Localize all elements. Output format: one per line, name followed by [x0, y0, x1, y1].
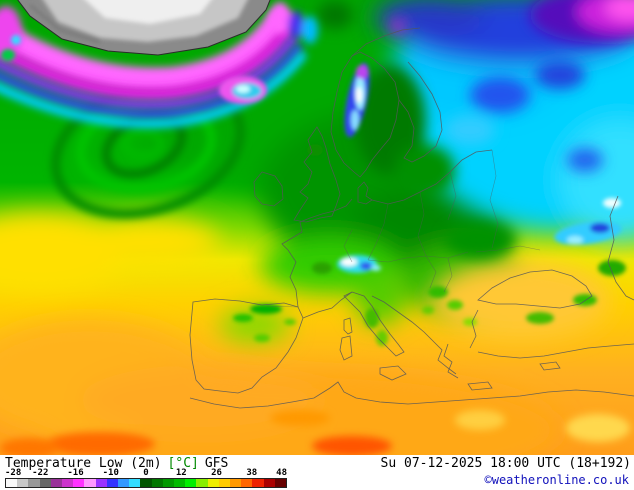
scale-segment	[39, 479, 51, 487]
scale-tick-label: -28	[5, 468, 22, 478]
scale-segment	[50, 479, 63, 487]
scale-tick-label: 26	[211, 468, 222, 478]
scale-segment	[241, 479, 253, 487]
norway-mountain-cold	[344, 62, 370, 138]
scale-labels: -28 -22 -16 -10 0 12 26 38 48	[5, 469, 287, 478]
legend-bar: Temperature Low (2m) [°C] GFS Su 07-12-202…	[0, 455, 634, 490]
copyright: ©weatheronline.co.uk	[484, 473, 630, 487]
scale-tick-label: 48	[276, 468, 287, 478]
scale-tick-label: -10	[102, 468, 119, 478]
scale-segment	[174, 479, 186, 487]
scale-segment	[274, 479, 287, 487]
europe-temperature-map-svg	[0, 0, 634, 455]
scale-segment	[118, 479, 130, 487]
hot-spots	[0, 410, 630, 455]
iceland-cold-spot	[219, 76, 267, 104]
green-mountain-patches	[233, 144, 626, 346]
unit-label: [°C]	[167, 456, 199, 471]
scale-tick-label: -16	[67, 468, 84, 478]
greenland-cold-fringe	[0, 9, 307, 129]
scale-segment	[129, 479, 141, 487]
scale-tick-label: 38	[246, 468, 258, 478]
scale-tick-label: 0	[143, 468, 149, 478]
scale-segment	[73, 479, 85, 487]
scale-segment	[162, 479, 175, 487]
temperature-scale: -28 -22 -16 -10 0 12 26 38 48	[5, 469, 287, 488]
scale-segment	[185, 479, 197, 487]
scale-segment	[28, 479, 40, 487]
scale-segment	[106, 479, 119, 487]
carpathians-green	[445, 222, 515, 258]
scandinavia-field	[317, 1, 455, 195]
scale-segment	[252, 479, 264, 487]
temperature-map	[0, 0, 634, 455]
arctic-corner	[389, 0, 634, 172]
scale-segment	[263, 479, 275, 487]
alps-cold-spot	[337, 255, 381, 273]
caucasus-cold-spot	[554, 198, 622, 245]
greenland-ice	[17, 0, 271, 56]
scale-tick-label: -22	[32, 468, 49, 478]
scale-segment	[207, 479, 219, 487]
left-edge-cold-specks	[0, 6, 22, 61]
scale-segment	[140, 479, 152, 487]
scale-gradient	[5, 478, 287, 488]
map-title: Temperature Low (2m) [°C] GFS	[5, 456, 234, 471]
greenland-east-bands	[270, 2, 318, 44]
scale-segment	[84, 479, 96, 487]
scale-segment	[17, 479, 29, 487]
scale-segment	[6, 479, 18, 487]
model-label: GFS	[204, 456, 229, 471]
scale-tick-label: 12	[175, 468, 187, 478]
scale-segment	[62, 479, 74, 487]
scale-segment	[230, 479, 242, 487]
scale-segment	[218, 479, 231, 487]
scale-segment	[95, 479, 107, 487]
coastlines	[189, 27, 634, 409]
scale-segment	[151, 479, 163, 487]
valid-time: Su 07-12-2025 18:00 UTC (18+192)	[380, 456, 631, 471]
country-borders	[265, 149, 541, 308]
parameter-label: Temperature Low (2m)	[5, 456, 162, 471]
scale-segment	[196, 479, 208, 487]
